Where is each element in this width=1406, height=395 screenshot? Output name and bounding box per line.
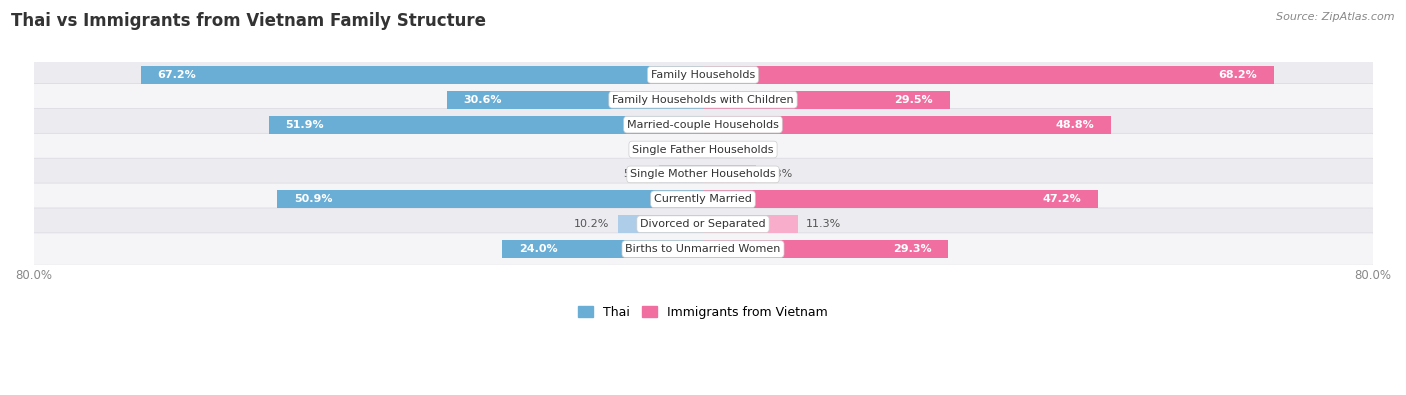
Text: 30.6%: 30.6% (464, 95, 502, 105)
Text: Source: ZipAtlas.com: Source: ZipAtlas.com (1277, 12, 1395, 22)
Bar (703, 91, 950, 109)
Bar (141, 66, 703, 84)
Text: 47.2%: 47.2% (1042, 194, 1081, 204)
Text: Currently Married: Currently Married (654, 194, 752, 204)
FancyBboxPatch shape (32, 208, 1374, 240)
Text: 29.3%: 29.3% (893, 244, 931, 254)
Text: 68.2%: 68.2% (1218, 70, 1257, 80)
Text: Divorced or Separated: Divorced or Separated (640, 219, 766, 229)
Bar (269, 116, 703, 134)
FancyBboxPatch shape (32, 109, 1374, 141)
Text: 1.9%: 1.9% (651, 145, 679, 154)
Text: 10.2%: 10.2% (574, 219, 609, 229)
Text: Thai vs Immigrants from Vietnam Family Structure: Thai vs Immigrants from Vietnam Family S… (11, 12, 486, 30)
Bar (703, 66, 1274, 84)
Text: 2.4%: 2.4% (731, 145, 761, 154)
FancyBboxPatch shape (32, 183, 1374, 215)
Text: Married-couple Households: Married-couple Households (627, 120, 779, 130)
Text: 24.0%: 24.0% (519, 244, 558, 254)
Text: 11.3%: 11.3% (806, 219, 841, 229)
Text: Births to Unmarried Women: Births to Unmarried Women (626, 244, 780, 254)
Text: 67.2%: 67.2% (157, 70, 195, 80)
Bar (703, 116, 1111, 134)
Bar (703, 190, 1098, 208)
Text: 48.8%: 48.8% (1056, 120, 1095, 130)
FancyBboxPatch shape (32, 134, 1374, 166)
Bar (703, 240, 948, 258)
FancyBboxPatch shape (32, 59, 1374, 91)
Bar (703, 141, 723, 158)
Bar (659, 166, 703, 183)
FancyBboxPatch shape (32, 158, 1374, 190)
Text: 29.5%: 29.5% (894, 95, 934, 105)
Text: Single Father Households: Single Father Households (633, 145, 773, 154)
FancyBboxPatch shape (32, 233, 1374, 265)
Text: Single Mother Households: Single Mother Households (630, 169, 776, 179)
Bar (277, 190, 703, 208)
Bar (703, 215, 797, 233)
Legend: Thai, Immigrants from Vietnam: Thai, Immigrants from Vietnam (572, 301, 834, 324)
Bar (617, 215, 703, 233)
Bar (688, 141, 703, 158)
Bar (447, 91, 703, 109)
FancyBboxPatch shape (32, 84, 1374, 116)
Text: 5.2%: 5.2% (623, 169, 651, 179)
Text: Family Households: Family Households (651, 70, 755, 80)
Bar (502, 240, 703, 258)
Text: Family Households with Children: Family Households with Children (612, 95, 794, 105)
Text: 50.9%: 50.9% (294, 194, 332, 204)
Bar (703, 166, 755, 183)
Text: 6.3%: 6.3% (763, 169, 793, 179)
Text: 51.9%: 51.9% (285, 120, 323, 130)
